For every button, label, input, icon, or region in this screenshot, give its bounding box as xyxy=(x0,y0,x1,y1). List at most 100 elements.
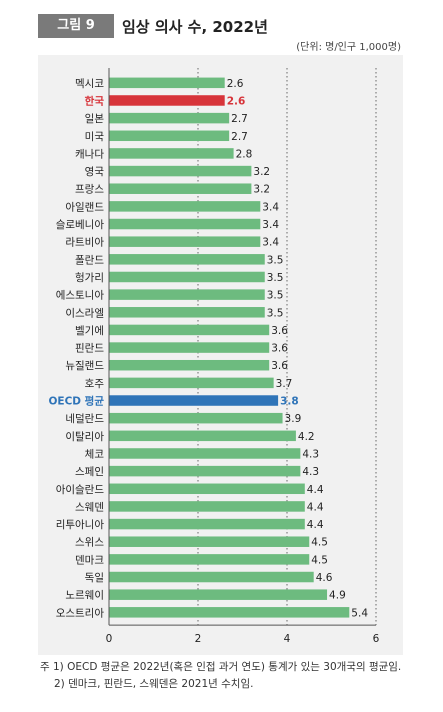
value-label: 2.6 xyxy=(227,78,244,90)
category-label: 폴란드 xyxy=(75,254,104,266)
bar xyxy=(109,448,301,459)
bar xyxy=(109,307,265,318)
x-tick-label: 2 xyxy=(195,633,202,645)
footnotes: 주 1) OECD 평균은 2022년(혹은 인접 과거 연도) 통계가 있는 … xyxy=(40,659,401,693)
unit-label: (단위: 명/인구 1,000명) xyxy=(296,42,401,53)
bar xyxy=(109,395,279,406)
bar xyxy=(109,183,252,194)
category-label: 호주 xyxy=(85,378,105,390)
value-label: 4.3 xyxy=(302,448,319,460)
category-label: 캐나다 xyxy=(75,148,104,160)
bar xyxy=(109,112,230,124)
category-label: 일본 xyxy=(85,112,105,125)
category-label: 덴마크 xyxy=(75,554,104,566)
category-label: 뉴질랜드 xyxy=(65,360,104,372)
bar xyxy=(109,483,305,495)
bar xyxy=(109,554,310,565)
bar xyxy=(109,607,350,618)
figure-label: 그림 9 xyxy=(38,14,114,38)
value-label: 4.4 xyxy=(307,484,324,496)
category-label: 아일랜드 xyxy=(65,200,104,213)
bar xyxy=(109,77,225,89)
x-tick-label: 4 xyxy=(284,633,291,645)
value-label: 3.5 xyxy=(267,290,284,302)
value-label: 4.6 xyxy=(316,572,333,584)
category-label: 벨기에 xyxy=(75,325,104,337)
bar xyxy=(109,377,274,389)
category-label: 슬로베니아 xyxy=(56,219,105,231)
value-label: 3.2 xyxy=(253,166,270,178)
bar xyxy=(109,218,261,230)
bar xyxy=(109,589,328,600)
value-label: 3.4 xyxy=(262,237,279,249)
category-label: 노르웨이 xyxy=(65,590,104,602)
category-label: 프랑스 xyxy=(75,184,104,196)
value-label: 3.6 xyxy=(271,343,288,355)
category-label: 아이슬란드 xyxy=(56,484,105,496)
bar xyxy=(109,412,283,424)
value-label: 2.8 xyxy=(236,148,253,160)
bar xyxy=(109,254,265,265)
category-label: 에스토니아 xyxy=(56,290,105,302)
bar xyxy=(109,518,305,530)
figure-header: 그림 9 임상 의사 수, 2022년 xyxy=(38,14,268,38)
category-label: 이스라엘 xyxy=(65,306,104,319)
value-label: 2.7 xyxy=(231,113,248,125)
category-label: 핀란드 xyxy=(75,343,104,355)
value-label: 3.5 xyxy=(267,272,284,284)
bar xyxy=(109,271,265,283)
category-label: 체코 xyxy=(85,448,105,460)
value-label: 4.4 xyxy=(307,501,324,513)
category-label: 미국 xyxy=(85,131,105,143)
category-label: 멕시코 xyxy=(75,78,104,90)
bar xyxy=(109,571,314,583)
value-label: 3.8 xyxy=(280,396,299,408)
category-label: 네덜란드 xyxy=(65,413,104,425)
bar xyxy=(109,324,270,336)
value-label: 3.6 xyxy=(271,325,288,337)
bar-chart: 멕시코 2.6 한국 2.6 일본 2.7 미국 2.7 캐나다 2.8 영국 3.2 프랑스 3.2 아일… xyxy=(49,68,380,645)
value-label: 4.3 xyxy=(302,466,319,478)
bar xyxy=(109,201,261,212)
chart-panel: 멕시코 2.6 한국 2.6 일본 2.7 미국 2.7 캐나다 2.8 영국 3.2 프랑스 3.2 아일… xyxy=(38,55,403,655)
bar xyxy=(109,148,234,159)
category-label: 라트비아 xyxy=(65,237,104,249)
value-label: 4.2 xyxy=(298,431,315,443)
bar xyxy=(109,289,265,300)
bar xyxy=(109,342,270,353)
value-label: 4.5 xyxy=(311,554,328,566)
category-label: 헝가리 xyxy=(75,272,104,284)
category-label: 영국 xyxy=(85,166,105,178)
bar xyxy=(109,165,252,177)
category-label: OECD 평균 xyxy=(49,395,105,408)
category-label: 독일 xyxy=(85,571,104,584)
category-label: 오스트리아 xyxy=(56,607,105,619)
category-label: 스페인 xyxy=(75,466,104,478)
value-label: 4.9 xyxy=(329,590,346,602)
bar xyxy=(109,536,310,547)
footnote-2: 2) 덴마크, 핀란드, 스웨덴은 2021년 수치임. xyxy=(54,678,254,690)
value-label: 3.6 xyxy=(271,360,288,372)
x-tick-label: 0 xyxy=(106,633,113,645)
bar xyxy=(109,430,296,442)
value-label: 3.5 xyxy=(267,254,284,266)
value-label: 3.5 xyxy=(267,307,284,319)
bar xyxy=(109,236,261,247)
figure-title: 임상 의사 수, 2022년 xyxy=(122,17,268,36)
value-label: 4.5 xyxy=(311,537,328,549)
bar xyxy=(109,501,305,512)
value-label: 3.9 xyxy=(285,413,302,425)
value-label: 2.7 xyxy=(231,131,248,143)
value-label: 4.4 xyxy=(307,519,324,531)
bar xyxy=(109,95,225,106)
value-label: 5.4 xyxy=(351,607,368,619)
value-label: 3.4 xyxy=(262,219,279,231)
value-label: 2.6 xyxy=(227,95,246,107)
footnote-1: 주 1) OECD 평균은 2022년(혹은 인접 과거 연도) 통계가 있는 … xyxy=(40,661,402,673)
category-label: 한국 xyxy=(85,94,105,107)
bar xyxy=(109,465,301,477)
bar xyxy=(109,359,270,371)
value-label: 3.2 xyxy=(253,184,270,196)
category-label: 스웨덴 xyxy=(75,501,104,513)
bar xyxy=(109,130,230,142)
